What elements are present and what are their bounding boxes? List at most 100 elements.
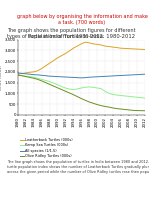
Kemp Sea Turtles (000s) [65,87,66,89]
Olive Ridley Turtles (000s) [57,87,58,89]
Leatherback Turtles (000s) [108,45,110,48]
Kemp Sea Turtles (000s) [21,74,23,77]
Text: graph below by organising the information and make: graph below by organising the informatio… [17,14,147,19]
Kemp Sea Turtles (000s) [68,88,70,90]
All species (1/1.5) [33,73,35,76]
Olive Ridley Turtles (000s) [100,104,102,107]
All species (1/1.5) [112,75,114,77]
All species (1/1.5) [60,76,62,78]
All species (1/1.5) [25,73,27,75]
Kemp Sea Turtles (000s) [80,87,82,89]
Olive Ridley Turtles (000s) [65,90,66,92]
All species (1/1.5) [144,73,145,75]
Text: The line graph shows the population of turtles in India between 1980 and 2012. T: The line graph shows the population of t… [7,160,149,174]
All species (1/1.5) [116,74,118,77]
Kemp Sea Turtles (000s) [41,78,42,81]
Kemp Sea Turtles (000s) [140,96,141,99]
All species (1/1.5) [124,74,126,76]
All species (1/1.5) [17,72,19,74]
Olive Ridley Turtles (000s) [144,109,145,112]
Leatherback Turtles (000s) [53,59,54,62]
Leatherback Turtles (000s) [57,57,58,59]
Line: All species (1/1.5): All species (1/1.5) [18,73,145,78]
Leatherback Turtles (000s) [140,48,141,50]
All species (1/1.5) [57,75,58,78]
Kemp Sea Turtles (000s) [120,94,122,97]
Olive Ridley Turtles (000s) [120,108,122,110]
Olive Ridley Turtles (000s) [37,78,39,81]
Leatherback Turtles (000s) [120,47,122,49]
Leatherback Turtles (000s) [104,45,106,47]
Olive Ridley Turtles (000s) [76,95,78,98]
Leatherback Turtles (000s) [17,73,19,75]
All species (1/1.5) [88,76,90,78]
Leatherback Turtles (000s) [21,72,23,75]
All species (1/1.5) [96,76,98,78]
All species (1/1.5) [49,75,51,77]
Olive Ridley Turtles (000s) [53,85,54,87]
All species (1/1.5) [45,74,46,77]
All species (1/1.5) [136,73,138,76]
Leatherback Turtles (000s) [116,46,118,49]
Kemp Sea Turtles (000s) [112,93,114,96]
Kemp Sea Turtles (000s) [132,96,134,98]
Kemp Sea Turtles (000s) [76,88,78,90]
Olive Ridley Turtles (000s) [45,81,46,84]
Leatherback Turtles (000s) [29,71,31,73]
All species (1/1.5) [29,73,31,75]
Leatherback Turtles (000s) [92,43,94,45]
All species (1/1.5) [37,74,39,76]
Kemp Sea Turtles (000s) [60,85,62,88]
Olive Ridley Turtles (000s) [88,101,90,103]
Kemp Sea Turtles (000s) [92,86,94,89]
Kemp Sea Turtles (000s) [33,76,35,78]
Kemp Sea Turtles (000s) [104,90,106,92]
Kemp Sea Turtles (000s) [128,95,130,98]
Olive Ridley Turtles (000s) [136,109,138,112]
Kemp Sea Turtles (000s) [144,97,145,99]
Leatherback Turtles (000s) [65,52,66,55]
Line: Kemp Sea Turtles (000s): Kemp Sea Turtles (000s) [18,75,145,98]
Kemp Sea Turtles (000s) [96,87,98,89]
Leatherback Turtles (000s) [45,65,46,67]
Olive Ridley Turtles (000s) [92,102,94,104]
Leatherback Turtles (000s) [132,48,134,50]
Olive Ridley Turtles (000s) [80,97,82,100]
Line: Olive Ridley Turtles (000s): Olive Ridley Turtles (000s) [18,75,145,111]
Olive Ridley Turtles (000s) [132,109,134,111]
Line: Leatherback Turtles (000s): Leatherback Turtles (000s) [18,42,145,74]
Leatherback Turtles (000s) [68,50,70,52]
Kemp Sea Turtles (000s) [45,79,46,82]
Kemp Sea Turtles (000s) [25,75,27,77]
Kemp Sea Turtles (000s) [72,88,74,91]
All species (1/1.5) [108,75,110,77]
Leatherback Turtles (000s) [49,62,51,64]
Olive Ridley Turtles (000s) [33,77,35,79]
Kemp Sea Turtles (000s) [57,84,58,86]
Kemp Sea Turtles (000s) [88,86,90,88]
Kemp Sea Turtles (000s) [108,92,110,94]
Olive Ridley Turtles (000s) [60,88,62,91]
All species (1/1.5) [128,74,130,76]
Leatherback Turtles (000s) [144,48,145,51]
Leatherback Turtles (000s) [60,54,62,57]
Olive Ridley Turtles (000s) [112,107,114,109]
Leatherback Turtles (000s) [96,43,98,46]
Olive Ridley Turtles (000s) [17,74,19,76]
Kemp Sea Turtles (000s) [37,77,39,79]
Text: The graph shows the population figures for different types of turtle in India fr: The graph shows the population figures f… [7,28,136,39]
Kemp Sea Turtles (000s) [84,86,86,89]
Leatherback Turtles (000s) [84,41,86,43]
All species (1/1.5) [132,74,134,76]
Olive Ridley Turtles (000s) [72,93,74,96]
All species (1/1.5) [80,77,82,79]
All species (1/1.5) [65,76,66,78]
Olive Ridley Turtles (000s) [104,105,106,108]
Olive Ridley Turtles (000s) [68,92,70,94]
All species (1/1.5) [120,74,122,77]
All species (1/1.5) [76,76,78,79]
Olive Ridley Turtles (000s) [124,108,126,111]
Kemp Sea Turtles (000s) [116,94,118,96]
Olive Ridley Turtles (000s) [21,74,23,77]
All species (1/1.5) [21,72,23,74]
